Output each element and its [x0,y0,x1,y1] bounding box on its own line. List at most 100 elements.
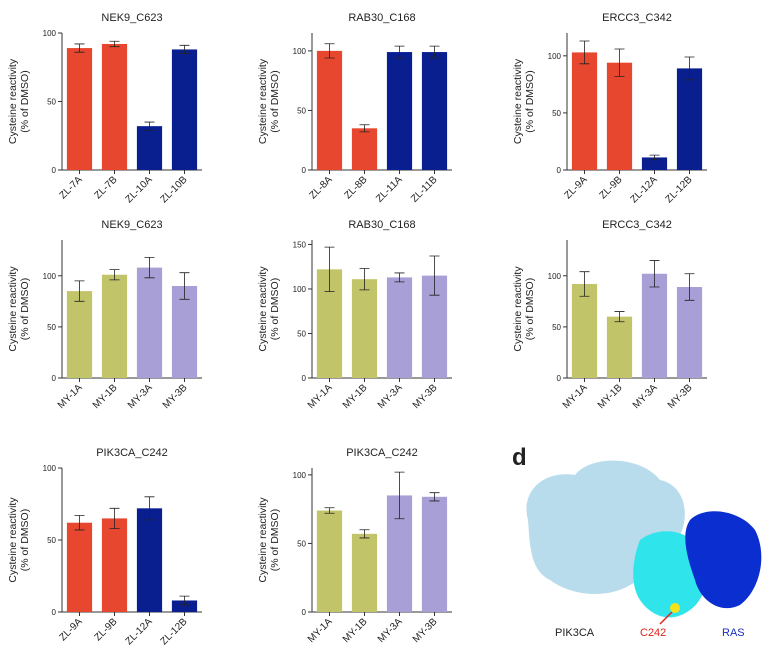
bar [641,157,668,170]
error-bar [429,45,440,59]
x-tick-label: MY-3B [411,616,440,645]
y-tick-label: 100 [293,285,307,294]
error-bar [649,260,660,288]
error-bar [579,40,590,65]
y-tick-label: 50 [297,539,306,548]
bar [676,68,703,170]
y-tick-label: 0 [52,166,57,175]
x-tick-label: ZL-10B [159,174,190,205]
y-tick-label: 100 [548,52,562,61]
bar [171,600,198,612]
x-tick-label: MY-3B [161,382,190,411]
x-tick-label: MY-1B [596,382,625,411]
x-tick-label: MY-3A [376,616,405,645]
y-axis-label: Cysteine reactivity [257,58,269,144]
protein-label: PIK3CA [555,627,595,639]
bar [66,291,93,378]
error-bar [614,311,625,323]
error-bar [324,507,335,514]
y-tick-label: 100 [293,471,307,480]
y-axis-label: Cysteine reactivity [7,58,19,144]
bar [351,279,378,378]
y-tick-label: 50 [47,323,56,332]
y-tick-label: 50 [552,323,561,332]
bar [351,128,378,170]
error-bar [649,154,660,161]
y-tick-label: 100 [43,464,57,473]
error-bar [614,48,625,77]
x-tick-label: ZL-10A [124,174,155,205]
y-axis-label: (% of DMSO) [19,509,31,571]
error-bar [109,40,120,48]
bar [421,496,448,612]
y-tick-label: 100 [548,272,562,281]
error-bar [684,273,695,301]
x-tick-label: ZL-8B [343,174,370,201]
x-tick-label: ZL-8A [308,174,335,201]
x-tick-label: ZL-7B [93,174,120,201]
x-tick-label: MY-1B [91,382,120,411]
x-tick-label: MY-3B [666,382,695,411]
y-tick-label: 150 [293,240,307,249]
site-label: C242 [640,627,666,639]
y-axis-label: Cysteine reactivity [512,266,524,352]
error-bar [359,124,370,133]
y-axis-label: (% of DMSO) [524,70,536,132]
bar [66,48,93,170]
y-tick-label: 50 [297,106,306,115]
x-tick-label: MY-3B [411,382,440,411]
bar [136,508,163,612]
x-tick-label: ZL-7A [58,174,85,201]
y-axis-label: (% of DMSO) [269,509,281,571]
panel-label: d [512,444,527,471]
x-tick-label: MY-1A [306,616,335,645]
bar [101,43,128,170]
y-tick-label: 0 [302,608,307,617]
bar [641,273,668,378]
y-tick-label: 0 [557,374,562,383]
y-tick-label: 100 [43,29,57,38]
error-bar [74,43,85,53]
bar [351,533,378,612]
x-tick-label: MY-1B [341,616,370,645]
error-bar [144,256,155,279]
y-tick-label: 100 [293,47,307,56]
bar [101,274,128,378]
partner-label: RAS [722,627,745,639]
y-axis-label: (% of DMSO) [269,70,281,132]
chart-title: ERCC3_C342 [602,219,672,231]
x-tick-label: ZL-12B [159,616,190,647]
y-axis-label: (% of DMSO) [19,70,31,132]
y-tick-label: 0 [557,166,562,175]
bar [171,49,198,170]
error-bar [359,268,370,291]
bar [316,510,343,612]
bar [171,286,198,378]
bar [136,126,163,170]
bar [606,316,633,378]
x-tick-label: MY-3A [376,382,405,411]
y-tick-label: 0 [302,166,307,175]
y-axis-label: (% of DMSO) [19,278,31,340]
error-bar [324,246,335,293]
error-bar [179,595,190,606]
x-tick-label: MY-1A [561,382,590,411]
chart-title: ERCC3_C342 [602,12,672,24]
protein-structure [526,460,762,625]
x-tick-label: ZL-12A [629,174,660,205]
y-axis-label: Cysteine reactivity [7,266,19,352]
error-bar [394,272,405,283]
error-bar [109,507,120,529]
bar [66,522,93,612]
x-tick-label: MY-1B [341,382,370,411]
bar [571,283,598,378]
x-tick-label: ZL-9B [598,174,625,201]
error-bar [144,496,155,521]
bar [316,50,343,170]
chart-title: NEK9_C623 [101,12,162,24]
chart-title: PIK3CA_C242 [96,447,168,459]
error-bar [394,45,405,59]
error-bar [684,56,695,81]
error-bar [179,272,190,300]
error-bar [394,471,405,520]
